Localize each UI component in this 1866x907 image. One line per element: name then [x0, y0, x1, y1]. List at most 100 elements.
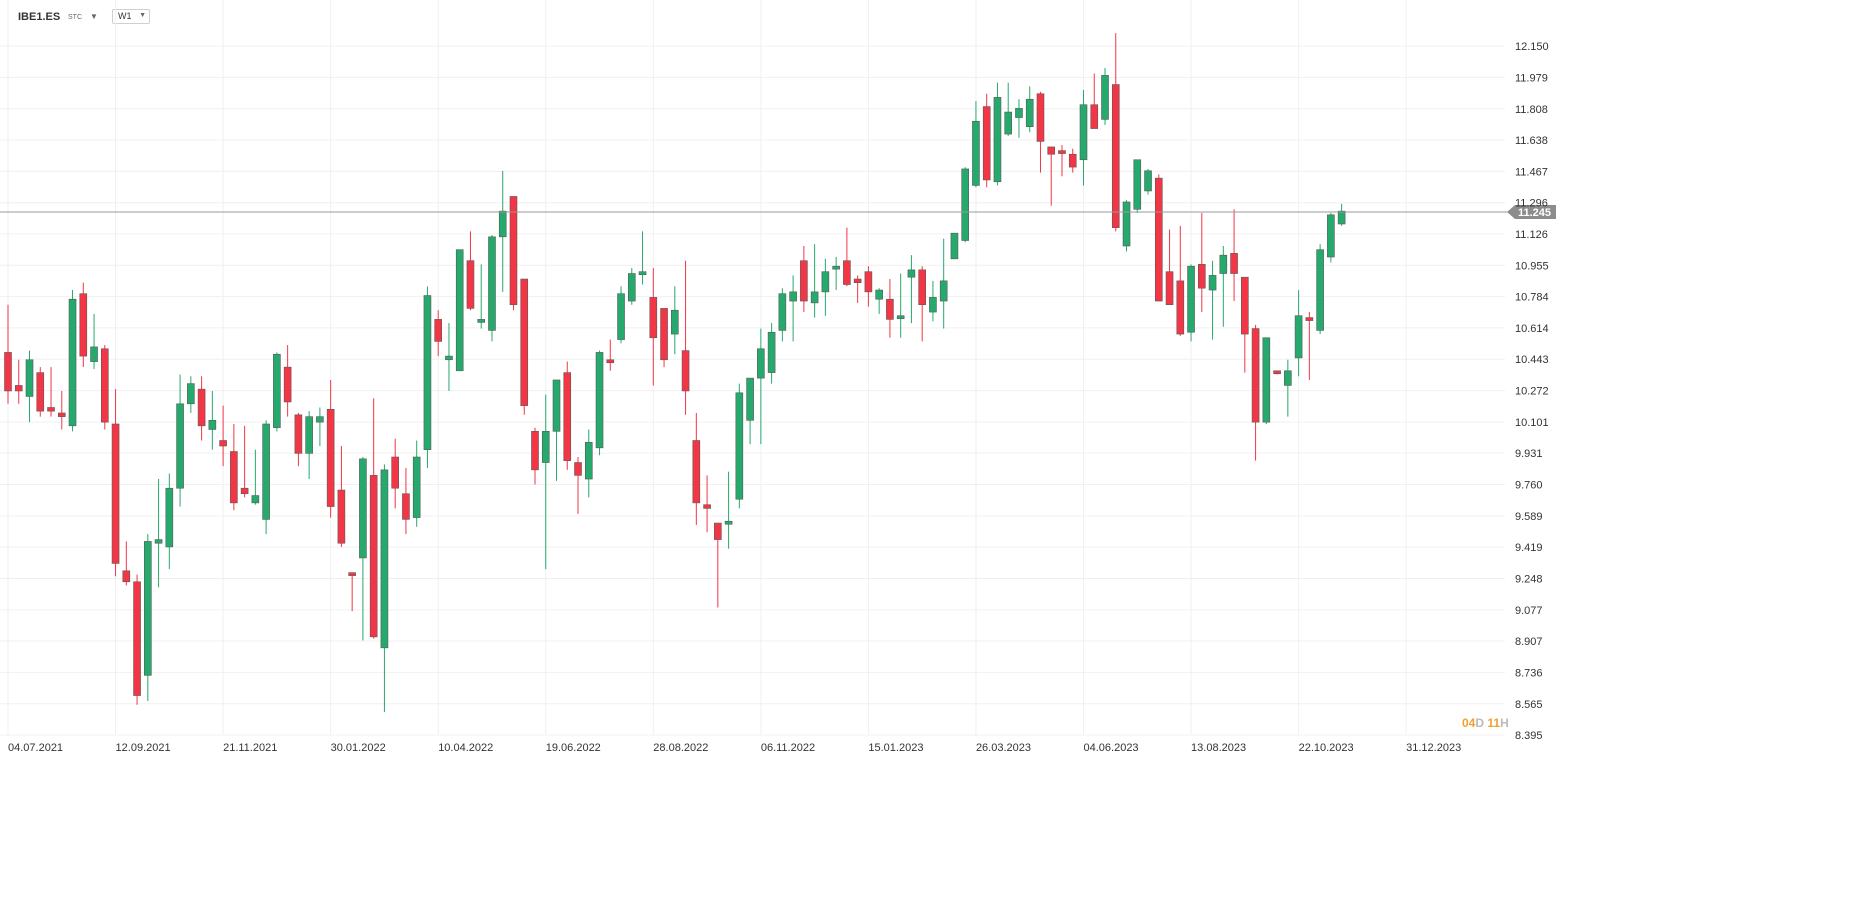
y-axis: 12.150 11.979 11.808 11.638 11.467 11.296 11.1… — [1515, 41, 1549, 742]
candle-body — [100, 348, 109, 423]
candle-body — [757, 348, 765, 379]
candle-body — [1262, 337, 1271, 423]
candle — [391, 438, 399, 509]
candle-body — [789, 291, 797, 302]
candles — [4, 33, 1346, 713]
candle — [144, 534, 152, 702]
candle-body — [1187, 265, 1195, 333]
countdown-days: 04 — [1462, 716, 1476, 730]
candle — [4, 304, 12, 404]
candle — [1294, 290, 1303, 377]
y-tick-label: 11.126 — [1515, 229, 1548, 241]
candle — [57, 390, 66, 430]
candle — [886, 279, 894, 338]
candle — [1262, 337, 1271, 424]
x-tick-label: 04.07.2021 — [8, 742, 63, 754]
candle — [100, 345, 109, 430]
candle-body — [326, 409, 335, 507]
candle — [337, 446, 346, 547]
countdown-hours: 11 — [1487, 716, 1501, 730]
symbol-label[interactable]: IBE1.ES — [18, 11, 61, 23]
chart-toolbar: IBE1.ES STC ▼ W1 ▼ — [0, 0, 1866, 30]
candle-body — [961, 168, 969, 241]
candle — [972, 101, 980, 188]
x-tick-label: 06.11.2022 — [761, 742, 815, 754]
candle-body — [950, 232, 959, 260]
candle-body — [552, 379, 561, 432]
candle — [165, 473, 174, 569]
candle — [219, 405, 227, 467]
candle — [187, 376, 195, 413]
candle-body — [649, 297, 658, 339]
y-tick-label: 9.589 — [1515, 511, 1543, 523]
timeframe-select[interactable]: W1 ▼ — [112, 9, 150, 24]
candle-body — [316, 416, 324, 423]
candle — [918, 266, 926, 342]
candle-body — [165, 487, 174, 548]
candle — [961, 167, 969, 243]
candle-body — [595, 352, 604, 449]
y-tick-label: 10.784 — [1515, 292, 1549, 304]
candle — [1273, 370, 1281, 375]
y-tick-label: 8.907 — [1515, 636, 1543, 648]
candle-body — [176, 403, 184, 489]
candle-body — [531, 431, 539, 471]
candle — [789, 275, 797, 342]
candle-body — [133, 581, 141, 696]
timeframe-caret-icon: ▼ — [139, 12, 146, 19]
candle — [498, 170, 507, 292]
candle — [520, 278, 529, 415]
candle — [606, 339, 615, 371]
candle-body — [886, 298, 894, 320]
candle — [359, 457, 367, 641]
candle-body — [1015, 108, 1023, 118]
y-tick-label: 11.979 — [1515, 72, 1548, 84]
candle — [1187, 264, 1195, 342]
candle-countdown: 04D 11H — [1462, 716, 1509, 730]
candle-body — [47, 407, 55, 412]
candle — [649, 268, 658, 386]
candle — [14, 359, 23, 404]
candle-body — [240, 487, 249, 495]
symbol-suffix: STC — [68, 14, 82, 21]
candle-body — [1284, 370, 1292, 386]
symbol-dropdown-caret-icon[interactable]: ▼ — [90, 12, 98, 21]
candle — [714, 522, 722, 608]
candle — [1241, 276, 1249, 373]
candle-body — [477, 319, 486, 323]
candle — [1144, 168, 1152, 195]
candle — [638, 231, 647, 285]
candle-body — [821, 271, 830, 293]
candle — [262, 420, 270, 535]
candle-body — [488, 236, 496, 331]
candle-body — [681, 350, 690, 392]
candle-body — [283, 366, 292, 403]
y-tick-label: 11.467 — [1515, 166, 1548, 178]
candle-body — [455, 249, 464, 372]
candle — [1230, 209, 1238, 302]
candle — [380, 464, 389, 713]
x-tick-label: 19.06.2022 — [546, 742, 601, 754]
candle — [617, 286, 625, 344]
y-tick-label: 11.296 — [1515, 198, 1548, 210]
candle-body — [391, 456, 399, 489]
candle — [735, 383, 744, 509]
candle — [1036, 91, 1045, 173]
candle — [907, 255, 916, 324]
candle-body — [1101, 75, 1109, 120]
y-tick-label: 11.638 — [1515, 135, 1548, 147]
x-tick-label: 31.12.2023 — [1406, 742, 1461, 754]
candle-body — [1122, 201, 1131, 247]
candle-body — [1305, 317, 1314, 321]
candle — [778, 288, 787, 342]
timeframe-label: W1 — [118, 11, 132, 21]
y-tick-label: 8.395 — [1515, 730, 1543, 742]
candle-body — [498, 210, 507, 238]
candle-body — [445, 355, 453, 361]
candle — [939, 238, 948, 329]
candle-body — [262, 423, 270, 520]
candle-body — [90, 346, 98, 362]
candle-body — [36, 372, 45, 412]
candle — [1337, 203, 1346, 226]
